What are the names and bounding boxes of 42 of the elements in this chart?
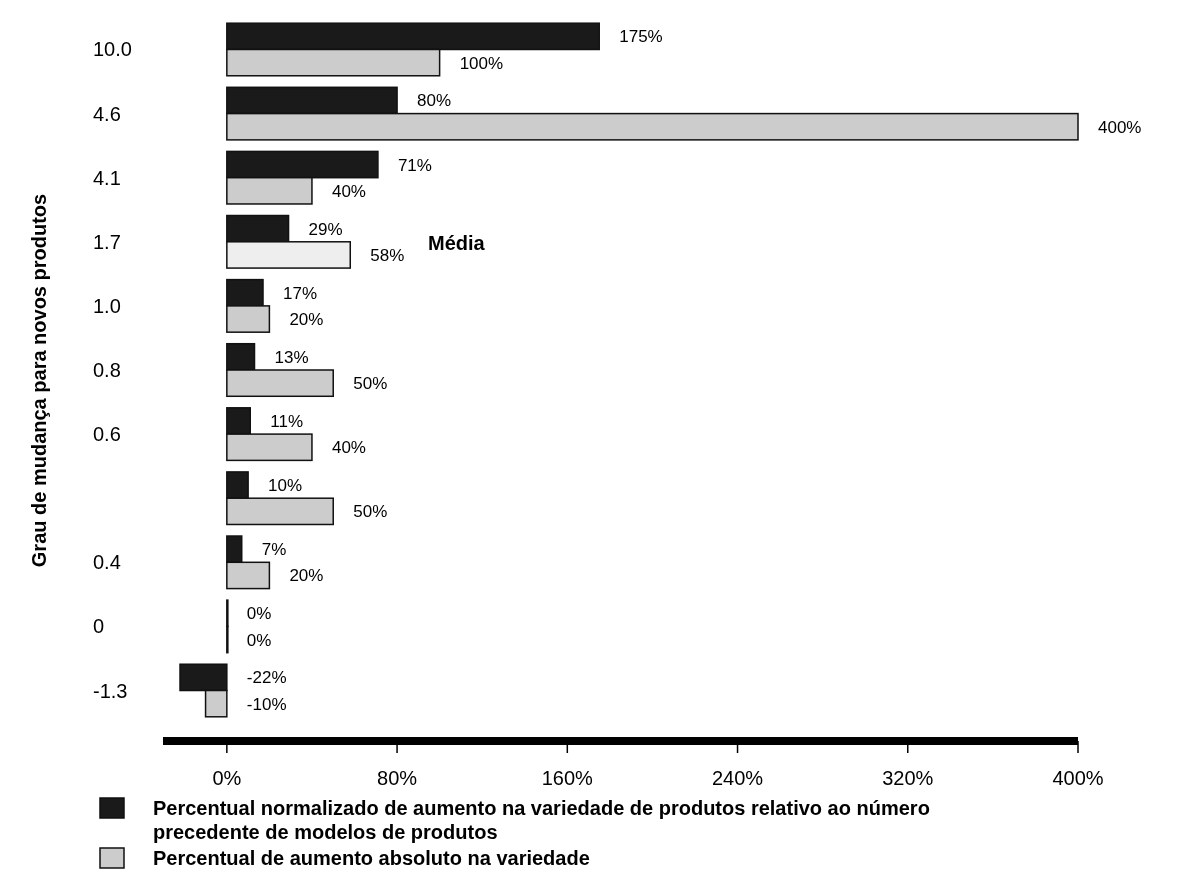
y-tick-label: 4.6 [93, 102, 121, 125]
data-label: 40% [331, 438, 366, 458]
y-tick-label: 1.7 [93, 230, 121, 253]
data-label: 20% [289, 310, 324, 330]
data-label: -22% [246, 668, 287, 688]
data-label: 175% [619, 27, 663, 47]
data-label: 400% [1098, 117, 1142, 137]
data-label: 11% [270, 411, 304, 431]
x-tick-label: 400% [1052, 767, 1104, 789]
data-label: 80% [417, 91, 452, 111]
legend-label: Percentual normalizado de aumento na variedade de produtos relativo ao número precedente de modelos de produtos [153, 797, 930, 843]
y-tick-label: 10.0 [93, 38, 132, 61]
data-label: 7% [261, 540, 287, 560]
data-label: -10% [246, 694, 287, 714]
x-tick-label: 320% [882, 767, 934, 789]
data-label: 100% [459, 53, 504, 73]
data-label: 17% [283, 283, 318, 303]
x-tick-label: 240% [711, 767, 764, 789]
x-tick-label: 80% [377, 767, 418, 789]
y-tick-label: 0 [93, 615, 105, 638]
data-label: 10% [268, 476, 303, 496]
data-label: 50% [353, 502, 388, 522]
data-label: 50% [353, 374, 388, 394]
y-tick-label: 0.4 [93, 551, 121, 574]
data-label: 29% [308, 219, 343, 239]
annotation: Média [428, 231, 486, 254]
data-label: 58% [370, 245, 405, 265]
data-label: 0% [246, 630, 272, 650]
data-label: 13% [274, 347, 309, 367]
data-label: 0% [246, 604, 272, 624]
y-tick-label: 0.8 [93, 359, 121, 381]
y-tick-label: 0.6 [93, 423, 121, 446]
legend-label: Percentual de aumento absoluto na variedade [153, 847, 590, 869]
data-label: 71% [397, 155, 432, 175]
data-label: 40% [331, 181, 366, 201]
y-axis-title: Grau de mudança para novos produtos [28, 193, 50, 568]
data-label: 20% [289, 566, 324, 586]
y-tick-label: -1.3 [93, 679, 128, 702]
y-tick-label: 4.1 [93, 166, 121, 189]
x-tick-label: 160% [541, 767, 594, 789]
y-tick-label: 1.0 [93, 294, 121, 317]
x-tick-label: 0% [212, 767, 242, 789]
